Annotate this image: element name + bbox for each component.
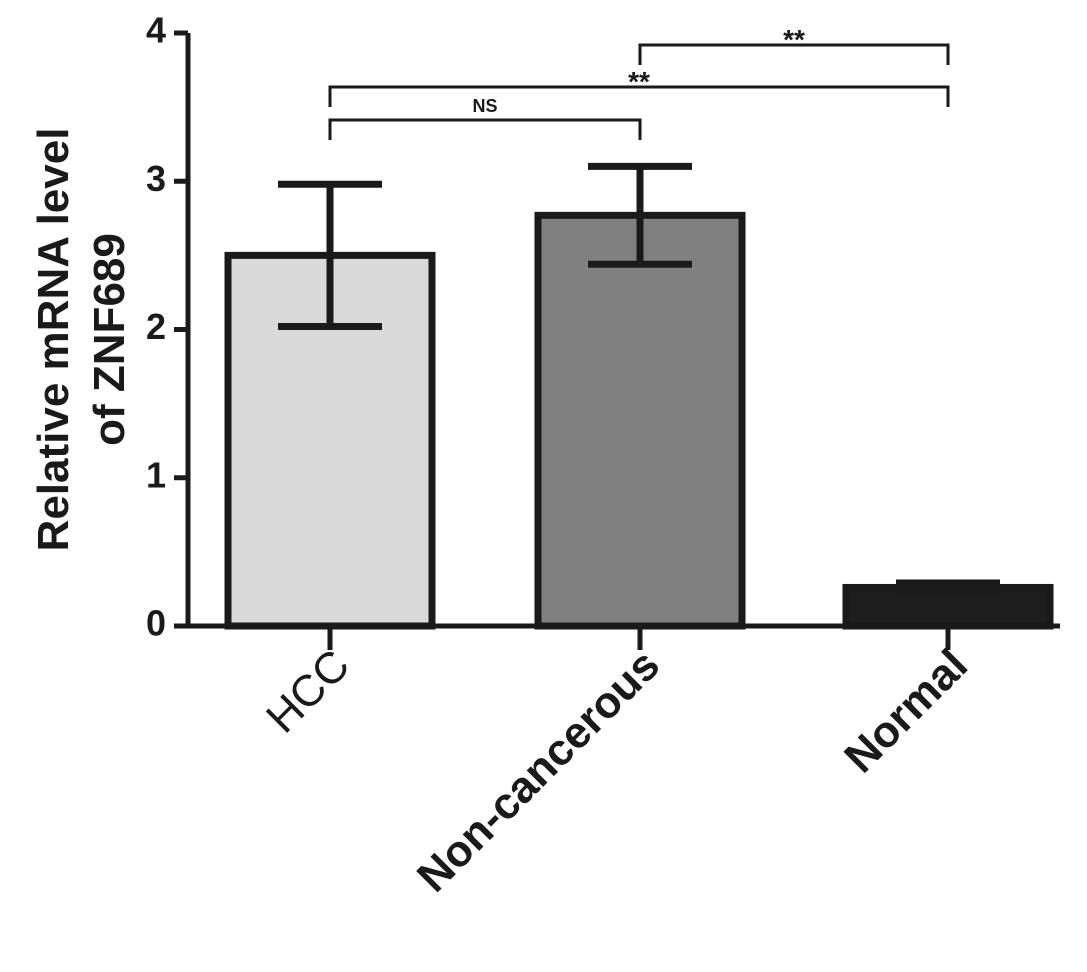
significance-bracket bbox=[328, 85, 950, 107]
y-tick-label: 3 bbox=[146, 158, 166, 199]
x-tick-label: Non-cancerous bbox=[408, 640, 669, 901]
error-bar bbox=[278, 180, 382, 331]
y-axis-label: Relative mRNA level bbox=[29, 128, 78, 552]
significance-bracket bbox=[638, 43, 950, 65]
x-tick-label: HCC bbox=[257, 640, 359, 742]
bar bbox=[534, 211, 746, 630]
significance-bracket bbox=[328, 118, 642, 140]
y-tick-label: 1 bbox=[146, 454, 166, 495]
y-tick-label: 2 bbox=[146, 306, 166, 347]
y-axis-label: of ZNF689 bbox=[85, 233, 134, 446]
x-tick-label: Normal bbox=[835, 640, 977, 782]
significance-label: ** bbox=[783, 24, 805, 55]
significance-label: NS bbox=[472, 96, 497, 116]
error-bar bbox=[896, 579, 1000, 596]
y-tick-label: 4 bbox=[146, 10, 166, 51]
y-tick-label: 0 bbox=[146, 603, 166, 644]
error-bar bbox=[588, 162, 692, 268]
significance-label: ** bbox=[628, 66, 650, 97]
